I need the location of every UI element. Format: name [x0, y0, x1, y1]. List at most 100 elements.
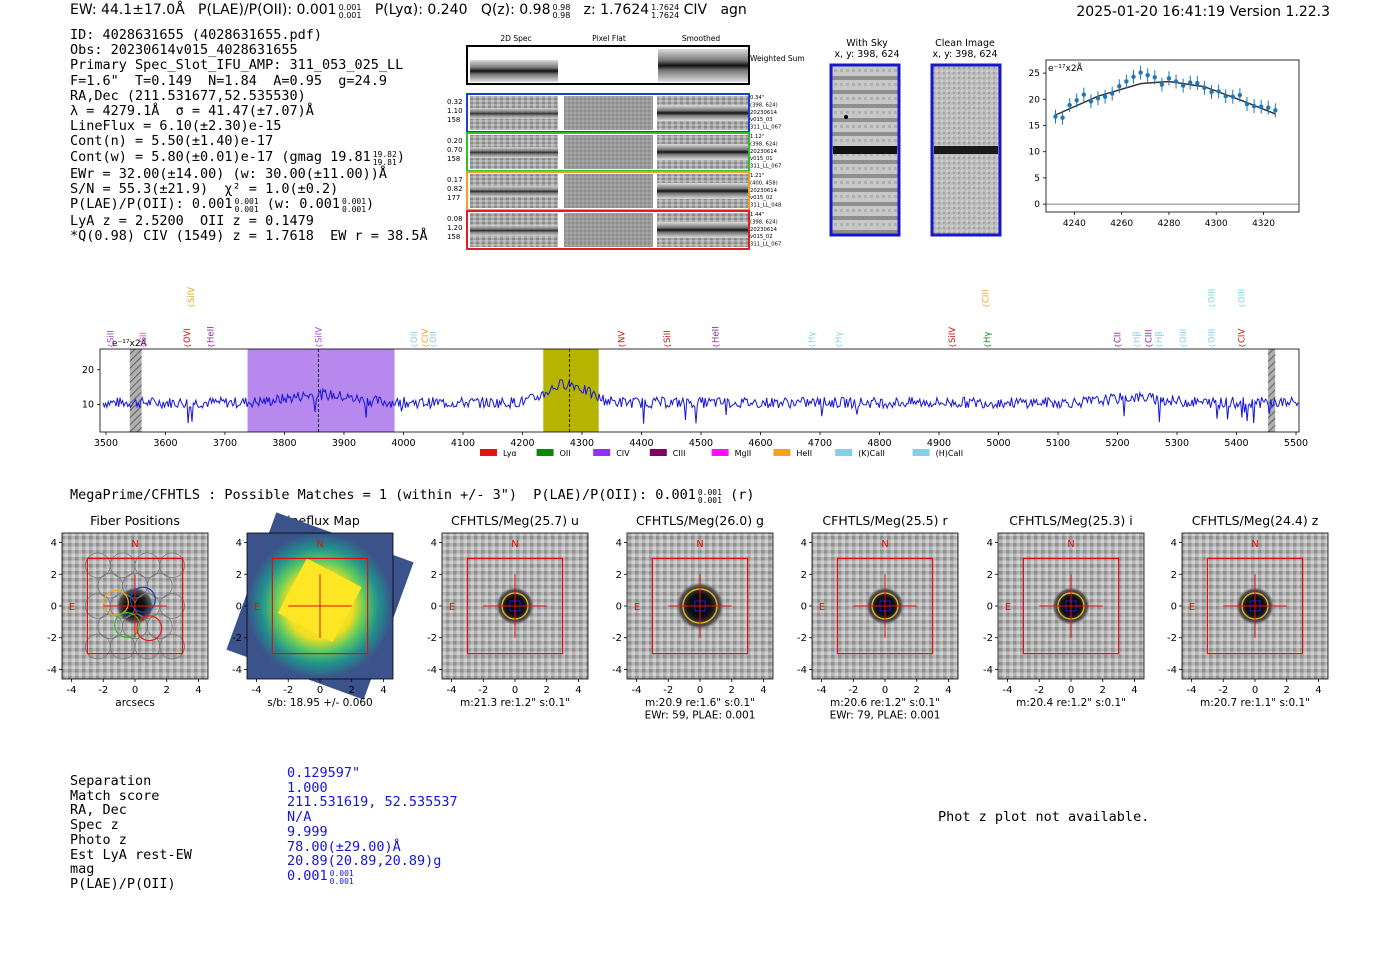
cutout-x-tick-label: -4: [1187, 685, 1197, 696]
fiber-right-label: (398, 624): [750, 102, 778, 108]
spectrum-line: [102, 379, 1299, 424]
legend-swatch: [593, 449, 611, 456]
fiber-pixelflat: [564, 96, 653, 130]
line-marker-label: OVI: [183, 328, 193, 343]
cutout-y-tick-label: 2: [801, 570, 807, 581]
plae-upper: 0.001: [338, 3, 362, 12]
cutout-y-tick-label: 0: [616, 602, 622, 613]
cutout-caption: m:20.7 re:1.1" s:0.1": [1200, 697, 1310, 709]
legend-label: (K)CaII: [858, 449, 885, 458]
north-label: N: [696, 539, 703, 550]
cutout-title: CFHTLS/Meg(25.7) u: [451, 513, 579, 528]
match-box: [651, 557, 749, 655]
spectrum-x-tick-label: 4600: [748, 438, 772, 449]
fiber-circle: [85, 552, 111, 579]
zoom-x-tick-label: 4280: [1158, 219, 1181, 229]
cutout-y-tick-label: 4: [431, 538, 437, 549]
cutouts-heading: MegaPrime/CFHTLS : Possible Matches = 1 …: [70, 487, 754, 505]
fiber-left-label: 0.17: [447, 176, 463, 184]
legend-swatch: [536, 449, 554, 456]
cutout-x-tick-label: -2: [663, 685, 673, 696]
cutout-y-tick-label: -4: [1167, 665, 1177, 676]
cutout-title: CFHTLS/Meg(24.4) z: [1192, 513, 1319, 528]
line-marker-label: SiIV: [948, 327, 958, 343]
clean-image-label: Clean Image: [935, 38, 995, 49]
z-upper: 1.7624: [651, 3, 680, 12]
spectrum-x-tick-label: 3700: [213, 438, 237, 449]
cutout-title: CFHTLS/Meg(25.3) i: [1009, 513, 1133, 528]
line-marker-label: CIV: [1237, 329, 1247, 343]
line-marker-label: SiII: [107, 330, 117, 343]
fiber-2dspec-trace: [470, 225, 558, 236]
match-value: 9.999: [287, 823, 328, 840]
spectrum-highlight-region: [247, 349, 395, 432]
cutout-x-tick-label: 2: [729, 685, 735, 696]
fiber-left-label: 158: [447, 233, 460, 241]
spectrum-x-tick-label: 4400: [629, 438, 653, 449]
cutout-panels: Fiber PositionsNE-4-4-2-2002244arcsecsLi…: [47, 512, 1329, 722]
match-value: 0.129597": [287, 765, 361, 781]
spectrum-masked-region: [129, 349, 142, 432]
cutout-x-tick-label: -4: [447, 685, 457, 696]
line-marker-brace: {: [430, 344, 438, 348]
cutout-title: CFHTLS/Meg(25.5) r: [822, 513, 948, 528]
match-box: [86, 557, 184, 655]
fiber-right-label: 1.12": [750, 134, 764, 140]
match-label: P(LAE)/P(OII): [70, 875, 176, 892]
fiber-left-label: 0.08: [447, 215, 463, 223]
with-sky-trace: [833, 146, 897, 154]
info-plae-lower: 0.001: [234, 205, 259, 215]
match-value: 20.89(20.89,20.89)g: [287, 853, 442, 870]
info-lambda: λ = 4279.1Å σ = 41.47(±7.07)Å: [70, 103, 314, 120]
line-marker-label: CIII: [1144, 330, 1154, 343]
east-label: E: [1189, 602, 1195, 613]
line-marker-brace: {: [618, 344, 626, 348]
cutout-x-tick-label: 0: [882, 685, 888, 696]
spectrum-x-tick-label: 4300: [570, 438, 594, 449]
fiber-circle-highlight: [129, 586, 156, 613]
cutout-panel: CFHTLS/Meg(25.5) r N E -4 -4 -2 -2 0 0 2 2 4 4 m:20.6…: [797, 513, 959, 722]
zoom-data-point: [1273, 108, 1278, 113]
col-title-smoothed: Smoothed: [682, 34, 721, 43]
spectrum-y-tick-label: 10: [82, 399, 94, 410]
cutout-x-tick-label: -4: [817, 685, 827, 696]
cutouts-plae-upper: 0.001: [697, 488, 722, 497]
cutout-caption: m:20.9 re:1.6" s:0.1": [645, 697, 755, 709]
cutout-x-tick-label: 0: [132, 685, 138, 696]
zoom-data-point: [1095, 96, 1101, 101]
line-marker-brace: {: [1156, 344, 1164, 348]
zoom-data-point: [1152, 75, 1157, 80]
cutout-y-tick-label: -4: [232, 665, 242, 676]
plae-lower: 0.001: [338, 11, 362, 20]
cutout-y-tick-label: 2: [51, 570, 57, 581]
z-lower: 1.7624: [651, 11, 680, 20]
cutout-caption: EWr: 59, PLAE: 0.001: [645, 710, 756, 722]
spectrum-x-tick-label: 5200: [1105, 438, 1129, 449]
spectrum-x-tick-label: 4900: [927, 438, 951, 449]
zoom-y-tick-label: 5: [1034, 174, 1040, 184]
line-marker-label: OIII: [1179, 329, 1189, 343]
line-marker-label: SiIV: [187, 287, 197, 303]
info-params: F=1.6" T=0.149 N=1.84 A=0.95 g=24.9: [70, 72, 387, 89]
fiber-right-label: 311_LL_067: [750, 242, 781, 248]
fiber-left-label: 1.10: [447, 107, 463, 115]
legend-swatch: [912, 449, 930, 456]
fiber-right-label: 311_LL_067: [750, 125, 781, 131]
fiber-left-label: 0.20: [447, 137, 463, 145]
match-table-values: 0.129597" 1.000 211.531619, 52.535537 N/A 9.…: [287, 766, 458, 886]
cutout-y-tick-label: -4: [983, 665, 993, 676]
cutout-y-tick-label: 0: [51, 602, 57, 613]
weighted-sum-2dspec: [470, 60, 558, 82]
info-ewr: EWr = 32.00(±14.00) (w: 30.00(±11.00))Å: [70, 165, 387, 182]
fiber-right-label: v015_02: [750, 195, 773, 201]
cutout-x-tick-label: 4: [195, 685, 201, 696]
zoom-x-tick-label: 4240: [1063, 219, 1086, 229]
detection-info: ID: 4028631655 (4028631655.pdf) Obs: 202…: [70, 27, 428, 245]
match-table-labels: Separation Match score RA, Dec Spec z Photo …: [70, 774, 192, 892]
zoom-data-point: [1067, 102, 1072, 108]
spectrum-masked-region: [1268, 349, 1276, 432]
line-marker-brace: {: [1115, 344, 1123, 348]
spec-regions: [129, 349, 1276, 432]
spectrum-x-tick-label: 5100: [1046, 438, 1070, 449]
cutout-x-tick-label: -2: [848, 685, 858, 696]
